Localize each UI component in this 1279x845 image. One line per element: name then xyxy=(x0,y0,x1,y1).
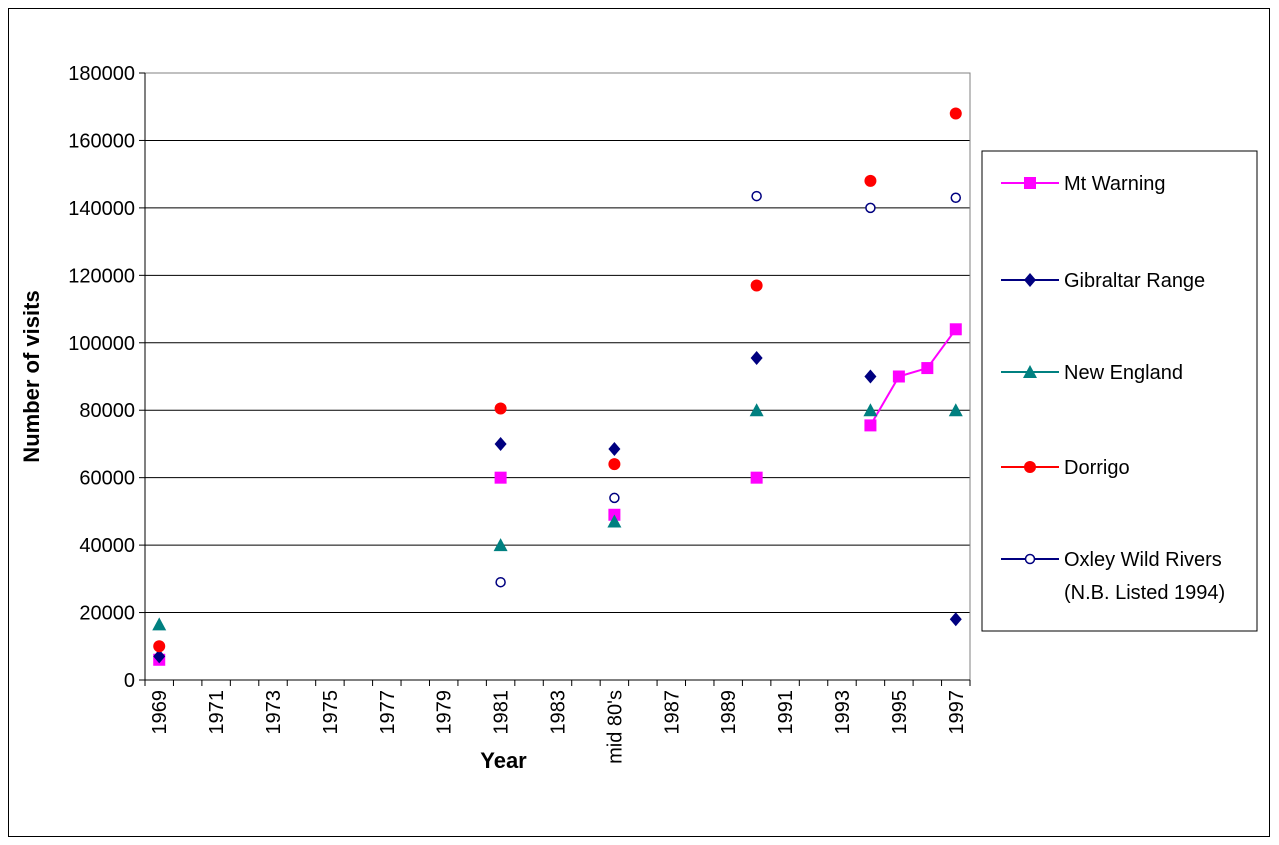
y-tick-label: 60000 xyxy=(79,468,135,490)
data-point xyxy=(865,202,876,214)
data-point xyxy=(608,442,621,457)
legend-marker xyxy=(1024,177,1036,189)
data-point xyxy=(950,192,962,204)
data-point xyxy=(864,419,877,432)
x-tick-label: 1971 xyxy=(206,690,228,735)
legend-box xyxy=(981,150,1258,632)
legend-item: New England xyxy=(1001,362,1183,384)
x-axis-ticks: 1969 1971 1973 1975 1977 1979 1981 1983 mid 80's… xyxy=(144,73,971,764)
y-tick-label: 160000 xyxy=(68,130,135,152)
y-axis-title: Number of visits xyxy=(19,290,44,462)
legend-item: Dorrigo xyxy=(1001,457,1130,479)
x-tick-label: 1979 xyxy=(434,690,456,735)
data-point xyxy=(864,369,877,384)
data-point xyxy=(153,649,166,664)
y-tick-label: 40000 xyxy=(79,535,135,557)
y-tick-label: 20000 xyxy=(79,603,135,625)
x-tick-label: 1989 xyxy=(718,690,740,735)
data-point xyxy=(948,403,963,417)
x-tick-label: 1973 xyxy=(263,690,285,735)
legend-label: Gibraltar Range xyxy=(1064,270,1205,292)
legend: Mt Warning Gibraltar Range New England Dorr… xyxy=(981,150,1258,632)
data-point xyxy=(864,174,877,187)
legend-label: New England xyxy=(1064,362,1183,384)
data-point xyxy=(494,471,507,484)
y-tick-label: 120000 xyxy=(68,265,135,287)
chart-frame: 0 20000 40000 60000 80000 100000 120000 140000 1… xyxy=(8,8,1270,837)
gridlines xyxy=(145,139,970,614)
x-tick-label: 1991 xyxy=(775,690,797,735)
data-point xyxy=(892,370,905,383)
x-tick-label: 1987 xyxy=(661,690,683,735)
data-point xyxy=(921,362,934,375)
legend-marker xyxy=(1024,273,1036,287)
x-tick-label: 1975 xyxy=(320,690,342,735)
y-tick-label: 180000 xyxy=(68,63,135,85)
y-tick-label: 80000 xyxy=(79,400,135,422)
data-point xyxy=(949,107,962,120)
series-line-segment xyxy=(869,375,900,426)
series-new-england xyxy=(152,403,963,631)
data-point xyxy=(949,612,962,627)
data-point xyxy=(750,350,763,365)
legend-item: Mt Warning xyxy=(1001,173,1166,195)
data-point xyxy=(750,279,763,292)
data-point xyxy=(609,492,620,504)
x-tick-label: 1995 xyxy=(889,690,911,735)
data-point xyxy=(749,403,764,417)
x-tick-label: 1977 xyxy=(377,690,399,735)
data-point xyxy=(949,323,962,336)
series-oxley-wild-rivers xyxy=(495,190,962,588)
y-tick-label: 0 xyxy=(124,670,135,692)
chart-svg: 0 20000 40000 60000 80000 100000 120000 140000 1… xyxy=(19,63,1258,773)
legend-marker xyxy=(1024,461,1036,473)
data-point xyxy=(494,402,507,415)
data-point xyxy=(750,471,763,484)
series-dorrigo xyxy=(153,107,962,653)
x-tick-label: 1997 xyxy=(946,690,968,735)
x-tick-label: 1983 xyxy=(548,690,570,735)
data-point xyxy=(608,458,621,471)
series-gibraltar-range xyxy=(153,350,962,664)
series-line-segment xyxy=(926,328,957,369)
series-layer xyxy=(152,107,963,666)
y-tick-label: 100000 xyxy=(68,333,135,355)
data-point xyxy=(495,576,506,588)
x-tick-label: 1969 xyxy=(149,690,171,735)
data-point xyxy=(494,436,507,451)
legend-item: Oxley Wild Rivers (N.B. Listed 1994) xyxy=(1001,549,1225,604)
data-point xyxy=(751,190,762,202)
x-tick-label: mid 80's xyxy=(604,690,626,764)
series-mt-warning xyxy=(153,323,962,666)
legend-marker xyxy=(1023,365,1037,378)
x-axis-title: Year xyxy=(480,748,527,773)
data-point xyxy=(863,403,878,417)
legend-label: Oxley Wild Rivers xyxy=(1064,549,1222,571)
data-point xyxy=(152,617,167,631)
legend-item: Gibraltar Range xyxy=(1001,270,1205,292)
y-axis-ticks: 0 20000 40000 60000 80000 100000 120000 140000 1… xyxy=(68,63,145,692)
x-tick-label: 1993 xyxy=(832,690,854,735)
data-point xyxy=(607,514,622,528)
y-tick-label: 140000 xyxy=(68,198,135,220)
legend-label: Dorrigo xyxy=(1064,457,1130,479)
legend-label-note: (N.B. Listed 1994) xyxy=(1064,582,1225,604)
legend-marker xyxy=(1024,553,1036,565)
data-point xyxy=(493,538,508,552)
x-tick-label: 1981 xyxy=(491,690,513,735)
legend-label: Mt Warning xyxy=(1064,173,1166,195)
data-point xyxy=(153,640,166,653)
plot-area xyxy=(144,72,971,681)
